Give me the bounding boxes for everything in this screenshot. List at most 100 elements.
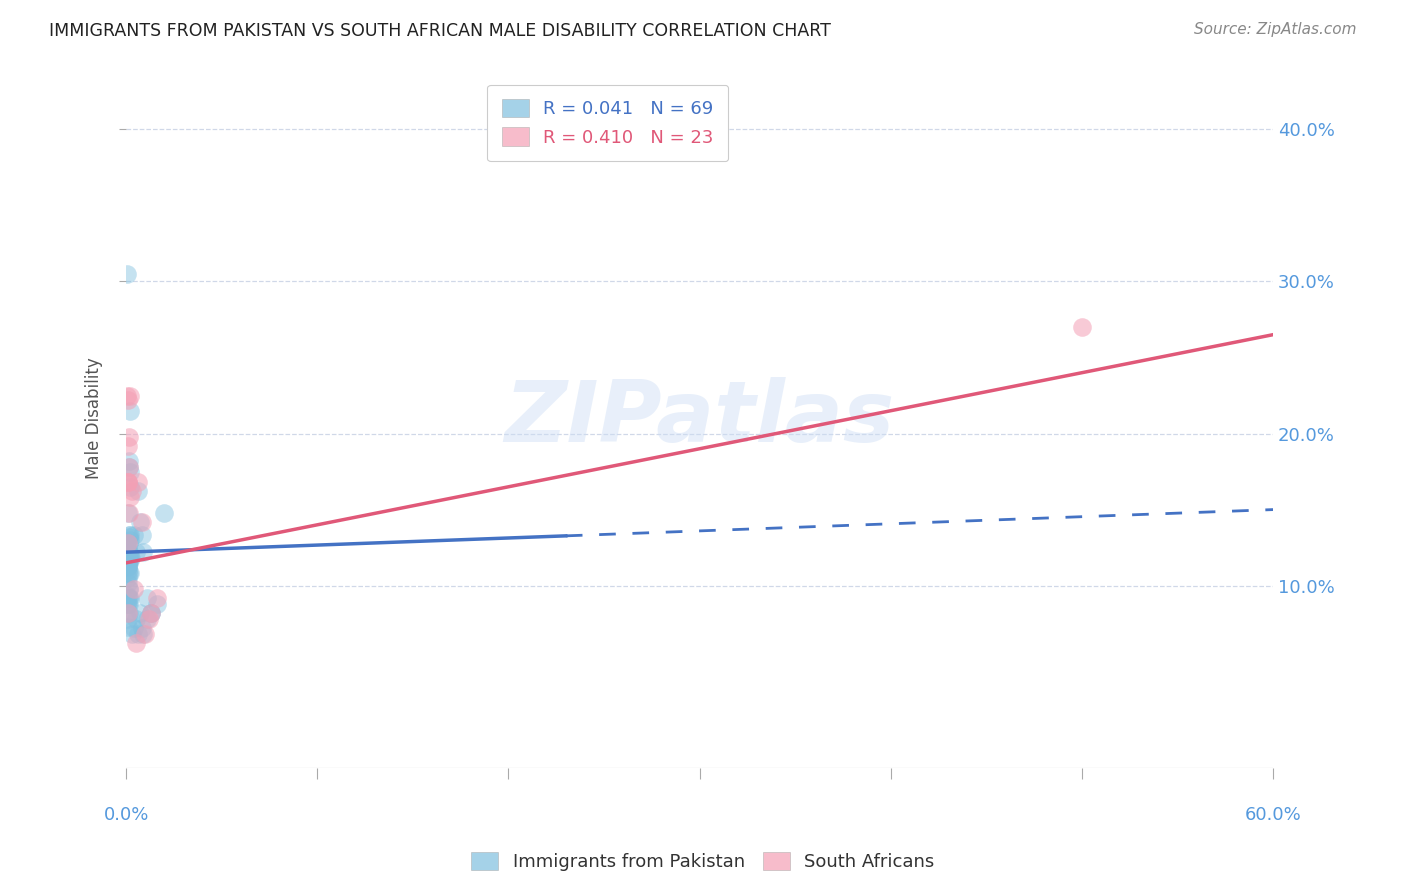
Point xyxy=(117,556,139,570)
Point xyxy=(118,566,141,581)
Point xyxy=(146,597,169,611)
Point xyxy=(117,393,139,408)
Point xyxy=(118,388,141,402)
Point xyxy=(115,388,138,402)
Point xyxy=(118,403,141,417)
Point xyxy=(117,545,139,559)
Point xyxy=(139,606,162,620)
Point xyxy=(115,536,138,550)
Point xyxy=(125,545,148,559)
Text: ZIPatlas: ZIPatlas xyxy=(505,376,894,460)
Point xyxy=(127,484,149,499)
Point xyxy=(117,475,139,490)
Point xyxy=(117,560,139,574)
Point xyxy=(131,621,153,635)
Point xyxy=(118,533,141,547)
Point xyxy=(117,606,139,620)
Point xyxy=(118,582,141,596)
Point xyxy=(153,506,176,520)
Point xyxy=(146,591,169,605)
Point xyxy=(118,551,141,566)
Point xyxy=(117,582,139,596)
Point xyxy=(118,429,141,443)
Point xyxy=(122,528,145,542)
Point xyxy=(117,591,139,605)
Point xyxy=(125,612,148,626)
Point xyxy=(117,566,139,581)
Point xyxy=(118,597,141,611)
Point xyxy=(117,591,139,605)
Point xyxy=(117,439,139,453)
Point xyxy=(118,551,141,566)
Point xyxy=(127,475,149,490)
Point xyxy=(118,491,141,505)
Point xyxy=(122,582,145,596)
Point xyxy=(117,566,139,581)
Point xyxy=(122,621,145,635)
Point xyxy=(127,627,149,641)
Point xyxy=(118,480,141,494)
Point xyxy=(139,606,162,620)
Point xyxy=(117,475,139,490)
Legend: R = 0.041   N = 69, R = 0.410   N = 23: R = 0.041 N = 69, R = 0.410 N = 23 xyxy=(488,85,728,161)
Point xyxy=(117,506,139,520)
Point xyxy=(118,465,141,479)
Text: IMMIGRANTS FROM PAKISTAN VS SOUTH AFRICAN MALE DISABILITY CORRELATION CHART: IMMIGRANTS FROM PAKISTAN VS SOUTH AFRICA… xyxy=(49,22,831,40)
Text: Source: ZipAtlas.com: Source: ZipAtlas.com xyxy=(1194,22,1357,37)
Point xyxy=(117,606,139,620)
Point xyxy=(132,545,155,559)
Point xyxy=(117,545,139,559)
Point xyxy=(117,597,139,611)
Point xyxy=(121,627,143,641)
Point xyxy=(117,620,139,634)
Point xyxy=(117,551,139,566)
Y-axis label: Male Disability: Male Disability xyxy=(86,358,103,479)
Point xyxy=(117,545,139,559)
Point xyxy=(139,606,162,620)
Point xyxy=(117,558,139,573)
Point xyxy=(117,536,139,550)
Point xyxy=(117,556,139,570)
Point xyxy=(117,506,139,520)
Point xyxy=(131,528,153,542)
Point xyxy=(136,612,159,626)
Point xyxy=(117,475,139,490)
Point xyxy=(118,591,141,605)
Legend: Immigrants from Pakistan, South Africans: Immigrants from Pakistan, South Africans xyxy=(464,845,942,879)
Point xyxy=(128,606,150,620)
Point xyxy=(117,551,139,566)
Point xyxy=(115,267,138,281)
Point xyxy=(121,484,143,499)
Point xyxy=(117,563,139,577)
Point xyxy=(134,627,156,641)
Point xyxy=(118,536,141,550)
Point xyxy=(117,545,139,559)
Point xyxy=(138,612,160,626)
Point xyxy=(120,528,142,542)
Point xyxy=(118,530,141,544)
Point xyxy=(131,515,153,529)
Point xyxy=(125,636,148,650)
Point xyxy=(117,612,139,626)
Text: 60.0%: 60.0% xyxy=(1244,806,1302,824)
Point xyxy=(120,551,142,566)
Text: 0.0%: 0.0% xyxy=(104,806,149,824)
Point xyxy=(117,556,139,570)
Point xyxy=(117,589,139,603)
Point xyxy=(118,548,141,562)
Point xyxy=(117,575,139,590)
Point xyxy=(115,548,138,562)
Point xyxy=(132,627,155,641)
Point xyxy=(118,460,141,475)
Point xyxy=(117,454,139,468)
Point xyxy=(117,558,139,573)
Point xyxy=(136,591,159,605)
Point xyxy=(128,515,150,529)
Point xyxy=(115,597,138,611)
Point xyxy=(1070,320,1092,334)
Point xyxy=(117,571,139,585)
Point xyxy=(117,606,139,620)
Point xyxy=(117,551,139,566)
Point xyxy=(117,528,139,542)
Point xyxy=(117,460,139,475)
